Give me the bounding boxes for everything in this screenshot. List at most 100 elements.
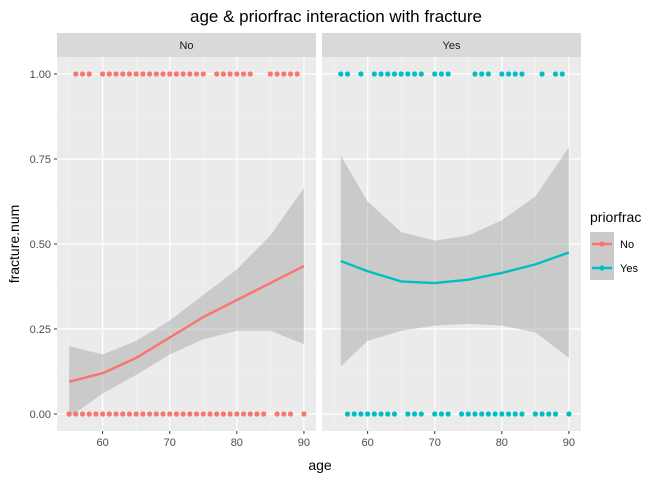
data-point — [140, 411, 146, 417]
y-tick-label: 0.75 — [30, 154, 51, 166]
legend-key-point — [599, 241, 605, 247]
data-point — [227, 71, 233, 77]
strip-label-no: No — [179, 40, 193, 52]
data-point — [167, 71, 173, 77]
data-point — [220, 71, 227, 77]
data-point — [100, 411, 106, 417]
y-axis-title: fracture.num — [6, 205, 22, 284]
data-point — [445, 411, 451, 417]
confidence-band — [340, 147, 569, 367]
data-point — [247, 411, 253, 417]
x-tick-label: 80 — [231, 437, 243, 449]
data-point — [365, 411, 371, 417]
data-point — [338, 71, 344, 77]
data-point — [445, 71, 451, 77]
data-point — [126, 71, 133, 77]
legend: priorfrac No Yes — [590, 209, 641, 280]
x-tick-label: 70 — [429, 437, 441, 449]
data-point — [180, 411, 186, 417]
data-point — [385, 411, 391, 417]
data-point — [405, 411, 411, 417]
smooth-line — [68, 265, 305, 383]
data-point — [418, 411, 424, 417]
data-point — [220, 411, 227, 417]
data-point — [187, 411, 193, 417]
x-tick-label: 60 — [97, 437, 109, 449]
data-point — [234, 71, 240, 77]
data-point — [485, 71, 492, 77]
data-point — [140, 71, 146, 77]
data-point — [371, 71, 377, 77]
data-point — [398, 71, 404, 77]
points-yes — [338, 71, 572, 417]
data-point — [240, 411, 247, 417]
data-point — [566, 411, 572, 417]
data-point — [274, 411, 280, 417]
panel-no: No 60 70 80 90 — [57, 33, 316, 449]
strip-label-yes: Yes — [443, 40, 461, 52]
confidence-band-no — [69, 187, 304, 418]
legend-label: No — [620, 239, 634, 251]
y-tick-label: 0.50 — [30, 239, 51, 251]
data-point — [512, 411, 518, 417]
y-tick-label: 0.00 — [30, 409, 51, 421]
data-point — [432, 411, 438, 417]
x-axis-yes: 60 70 80 90 — [362, 431, 575, 449]
data-point — [411, 71, 418, 77]
x-axis-no: 60 70 80 90 — [97, 431, 310, 449]
data-point — [106, 71, 112, 77]
data-point — [294, 71, 300, 77]
x-tick-label: 70 — [164, 437, 176, 449]
data-point — [505, 411, 512, 417]
data-point — [254, 411, 260, 417]
data-point — [438, 71, 445, 77]
confidence-band — [69, 187, 304, 418]
data-point — [465, 411, 471, 417]
strip-no — [57, 33, 316, 57]
data-point — [214, 411, 220, 417]
data-point — [66, 411, 72, 417]
data-point — [301, 411, 307, 417]
data-point — [552, 71, 559, 77]
smooth-line-yes — [340, 251, 570, 285]
data-point — [133, 411, 139, 417]
panel-yes: Yes 60 70 80 90 — [322, 33, 581, 449]
data-point — [472, 411, 478, 417]
data-point — [193, 71, 200, 77]
data-point — [86, 71, 92, 77]
data-point — [378, 71, 384, 77]
smooth-line-no — [68, 265, 305, 383]
data-point — [113, 411, 119, 417]
data-point — [153, 411, 159, 417]
strip-yes — [322, 33, 581, 57]
data-point — [146, 411, 153, 417]
data-point — [358, 411, 364, 417]
confidence-band-yes — [340, 147, 569, 367]
data-point — [193, 411, 200, 417]
data-point — [200, 411, 206, 417]
data-point — [344, 71, 351, 77]
data-point — [120, 411, 126, 417]
data-point — [146, 71, 153, 77]
x-axis-title: age — [308, 457, 332, 473]
data-point — [391, 411, 398, 417]
data-point — [371, 411, 377, 417]
data-point — [200, 71, 206, 77]
x-tick-label: 90 — [563, 437, 575, 449]
data-point — [479, 71, 485, 77]
y-tick-label: 1.00 — [30, 69, 51, 81]
data-point — [391, 71, 398, 77]
data-point — [344, 411, 351, 417]
data-point — [281, 411, 287, 417]
data-point — [438, 411, 445, 417]
data-point — [173, 71, 180, 77]
data-point — [499, 411, 505, 417]
data-point — [153, 71, 159, 77]
data-point — [552, 411, 559, 417]
data-point — [126, 411, 133, 417]
data-point — [532, 411, 538, 417]
data-point — [519, 71, 525, 77]
data-point — [519, 411, 525, 417]
x-tick-label: 80 — [496, 437, 508, 449]
